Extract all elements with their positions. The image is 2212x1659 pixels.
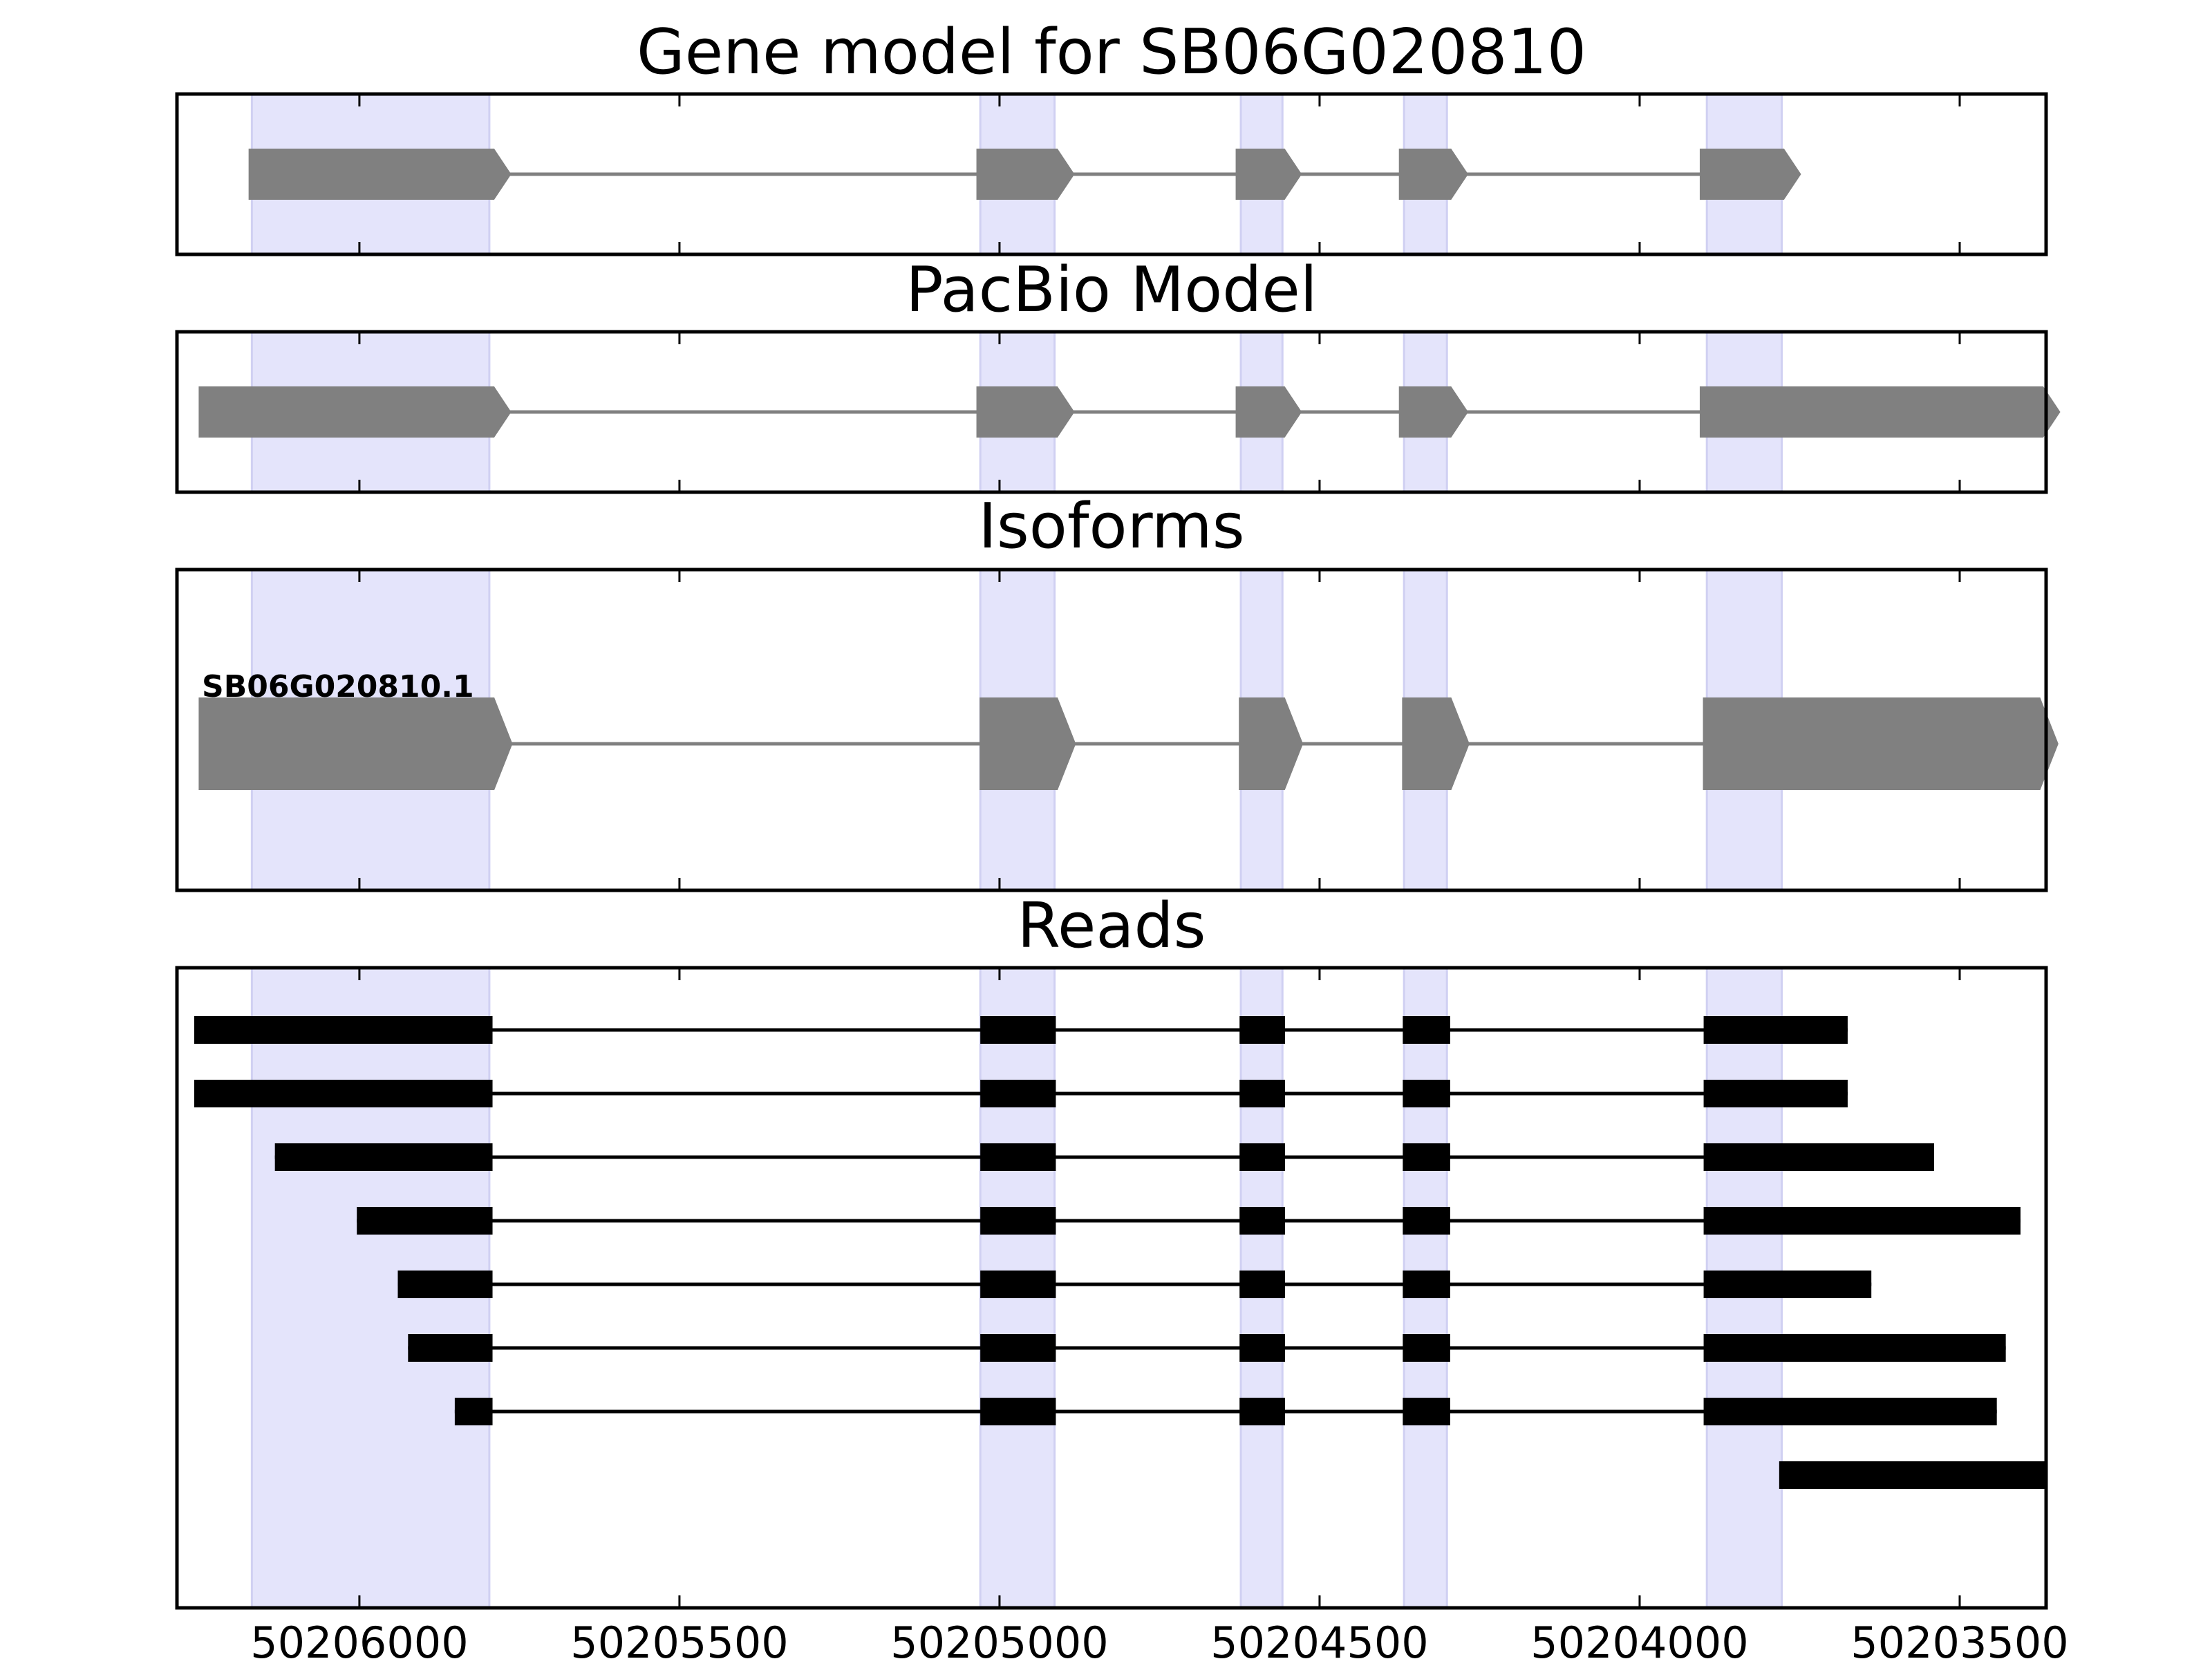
- read-block: [1403, 1016, 1450, 1044]
- read-block: [408, 1334, 493, 1362]
- exon-feature: [248, 149, 512, 200]
- read-block: [1703, 1016, 1848, 1044]
- read-block: [1703, 1398, 1997, 1425]
- read-block: [1403, 1334, 1450, 1362]
- read-block: [980, 1080, 1056, 1107]
- exon-feature: [198, 386, 512, 438]
- exon-feature: [976, 149, 1075, 200]
- read-block: [980, 1398, 1056, 1425]
- isoforms-title: Isoforms: [978, 490, 1244, 563]
- exon-feature: [1699, 149, 1801, 200]
- read-block: [1403, 1207, 1450, 1235]
- x-tick-label: 50203500: [1850, 1618, 2069, 1659]
- read-block: [980, 1016, 1056, 1044]
- exon-feature: [1398, 386, 1468, 438]
- read-block: [1703, 1271, 1872, 1298]
- read-block: [194, 1016, 493, 1044]
- reads-panel: [175, 966, 2048, 1610]
- reads-title: Reads: [1017, 890, 1206, 962]
- exon-feature: [1703, 697, 2059, 790]
- read-block: [980, 1271, 1056, 1298]
- x-tick-label: 50205500: [570, 1618, 789, 1659]
- read-block: [274, 1143, 493, 1171]
- read-block: [1403, 1398, 1450, 1425]
- x-tick-label: 50205000: [890, 1618, 1109, 1659]
- read-block: [1403, 1080, 1450, 1107]
- x-tick-label: 50204000: [1530, 1618, 1749, 1659]
- read-block: [1403, 1271, 1450, 1298]
- read-block: [1239, 1143, 1285, 1171]
- read-block: [357, 1207, 493, 1235]
- pacbio-model-panel: [175, 330, 2061, 494]
- read-block: [397, 1271, 493, 1298]
- exon-feature: [1699, 386, 2061, 438]
- read-block: [1239, 1207, 1285, 1235]
- read-block: [1703, 1207, 2021, 1235]
- x-axis-tick-labels: 50206000 50205500 50205000 50204500 50204000…: [250, 1618, 2069, 1659]
- read-block: [1703, 1143, 1934, 1171]
- read-block: [1403, 1143, 1450, 1171]
- exon-feature: [1398, 149, 1468, 200]
- x-tick-label: 50206000: [250, 1618, 469, 1659]
- read-block: [194, 1080, 493, 1107]
- isoform-label: SB06G020810.1: [202, 669, 474, 704]
- exon-feature: [1235, 149, 1302, 200]
- read-block: [1703, 1080, 1848, 1107]
- read-block: [1779, 1461, 2046, 1489]
- read-block: [454, 1398, 493, 1425]
- read-block: [1703, 1334, 2006, 1362]
- read-block: [980, 1143, 1056, 1171]
- gene-model-panel: [175, 92, 2048, 256]
- read-block: [980, 1207, 1056, 1235]
- read-block: [1239, 1271, 1285, 1298]
- gene-model-title: Gene model for SB06G020810: [637, 16, 1586, 88]
- isoforms-panel: SB06G020810.1: [175, 568, 2059, 892]
- exon-feature: [1402, 697, 1470, 790]
- exon-feature: [198, 697, 513, 790]
- x-tick-label: 50204500: [1210, 1618, 1429, 1659]
- exon-feature: [1235, 386, 1302, 438]
- exon-feature: [1239, 697, 1304, 790]
- exon-feature: [976, 386, 1075, 438]
- read-block: [980, 1334, 1056, 1362]
- read-block: [1239, 1080, 1285, 1107]
- read-block: [1239, 1016, 1285, 1044]
- exon-feature: [980, 697, 1076, 790]
- pacbio-model-title: PacBio Model: [906, 254, 1318, 326]
- read-block: [1239, 1398, 1285, 1425]
- read-block: [1239, 1334, 1285, 1362]
